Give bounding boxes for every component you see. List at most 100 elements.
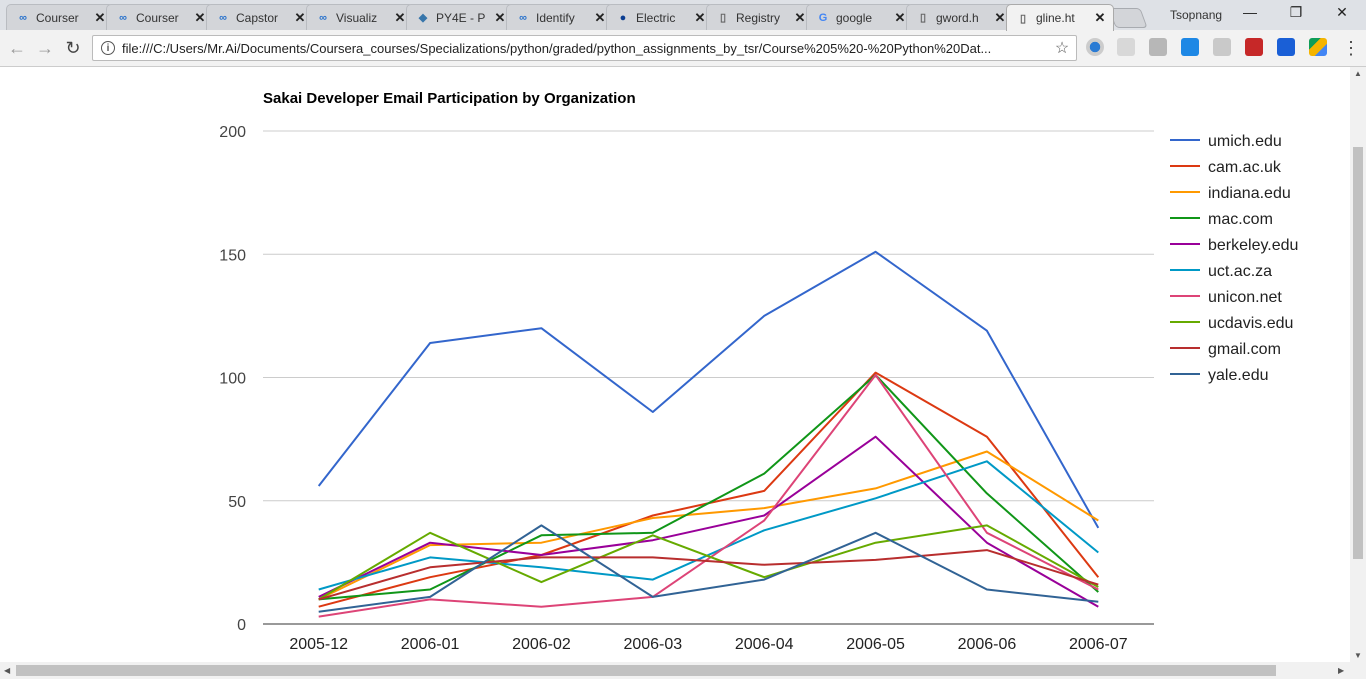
y-tick-label: 50 bbox=[228, 494, 246, 511]
extension-red-icon[interactable] bbox=[1245, 38, 1263, 56]
browser-toolbar: ← → ↻ i file:///C:/Users/Mr.Ai/Documents… bbox=[0, 30, 1366, 67]
reload-icon[interactable]: ↻ bbox=[65, 38, 81, 58]
tab-5[interactable]: ∞ Identify ✕ bbox=[506, 4, 614, 30]
tab-1[interactable]: ∞ Courser ✕ bbox=[106, 4, 214, 30]
menu-icon[interactable]: ⋮ bbox=[1342, 38, 1360, 58]
extension-globe-icon[interactable] bbox=[1086, 38, 1104, 56]
legend-label: ucdavis.edu bbox=[1208, 315, 1293, 332]
tab-title: Courser bbox=[136, 10, 179, 25]
series-line-gmail-com bbox=[318, 549, 1099, 601]
chart-series bbox=[317, 250, 1100, 618]
bookmark-star-icon[interactable]: ☆ bbox=[1054, 40, 1070, 57]
tab-title: gword.h bbox=[936, 10, 979, 25]
tab-title: google bbox=[836, 10, 873, 25]
scroll-down-icon[interactable]: ▼ bbox=[1354, 651, 1362, 660]
page-content: Sakai Developer Email Participation by O… bbox=[0, 67, 1350, 662]
legend-item[interactable]: uct.ac.za bbox=[1170, 263, 1272, 280]
legend-item[interactable]: unicon.net bbox=[1170, 289, 1282, 306]
legend-item[interactable]: gmail.com bbox=[1170, 341, 1281, 358]
x-tick-label: 2005-12 bbox=[289, 636, 348, 653]
legend-item[interactable]: ucdavis.edu bbox=[1170, 315, 1293, 332]
maximize-icon[interactable]: ❐ bbox=[1289, 4, 1303, 20]
tab-close-icon[interactable]: ✕ bbox=[994, 9, 1006, 25]
tab-4[interactable]: ◆ PY4E - P ✕ bbox=[406, 4, 514, 30]
legend-item[interactable]: berkeley.edu bbox=[1170, 237, 1298, 254]
tab-10[interactable]: ▯ gline.ht ✕ bbox=[1006, 4, 1114, 31]
tab-title: Capstor bbox=[236, 10, 279, 25]
chart-legend: umich.edu cam.ac.uk indiana.edu mac.com berk… bbox=[1170, 133, 1298, 384]
document-icon: ▯ bbox=[719, 12, 727, 24]
drive-icon[interactable] bbox=[1309, 38, 1327, 56]
series-line-berkeley-edu bbox=[318, 435, 1099, 608]
series-line-umich-edu bbox=[317, 250, 1100, 529]
y-axis-ticks: 0 50 100 150 200 bbox=[219, 124, 246, 634]
x-tick-label: 2006-06 bbox=[958, 636, 1017, 653]
vertical-scrollbar[interactable]: ▲ ▼ bbox=[1350, 67, 1366, 662]
tab-close-icon[interactable]: ✕ bbox=[1094, 10, 1106, 25]
legend-label: mac.com bbox=[1208, 211, 1273, 228]
x-tick-label: 2006-05 bbox=[846, 636, 905, 653]
coursera-icon: ∞ bbox=[319, 11, 327, 24]
tab-9[interactable]: ▯ gword.h ✕ bbox=[906, 4, 1014, 30]
scroll-right-icon[interactable]: ▶ bbox=[1338, 666, 1345, 675]
address-bar[interactable]: i file:///C:/Users/Mr.Ai/Documents/Cours… bbox=[92, 35, 1077, 61]
extension-blue-icon[interactable] bbox=[1277, 38, 1295, 56]
scroll-left-icon[interactable]: ◀ bbox=[4, 666, 11, 675]
url-text[interactable]: file:///C:/Users/Mr.Ai/Documents/Courser… bbox=[122, 40, 992, 56]
forward-arrow-icon[interactable]: → bbox=[36, 38, 54, 58]
tab-close-icon[interactable]: ✕ bbox=[694, 9, 706, 25]
tab-0[interactable]: ∞ Courser ✕ bbox=[6, 4, 114, 30]
x-tick-label: 2006-03 bbox=[623, 636, 682, 653]
tab-close-icon[interactable]: ✕ bbox=[494, 9, 506, 25]
vertical-scroll-thumb[interactable] bbox=[1353, 147, 1363, 559]
legend-label: cam.ac.uk bbox=[1208, 159, 1282, 176]
close-window-icon[interactable]: ✕ bbox=[1336, 4, 1348, 20]
tab-close-icon[interactable]: ✕ bbox=[294, 9, 306, 25]
tab-3[interactable]: ∞ Visualiz ✕ bbox=[306, 4, 414, 30]
back-arrow-icon[interactable]: ← bbox=[8, 38, 26, 58]
extension-bag-icon[interactable] bbox=[1213, 38, 1231, 56]
new-tab-button[interactable] bbox=[1108, 8, 1148, 28]
tab-close-icon[interactable]: ✕ bbox=[794, 9, 806, 25]
extension-gray-icon[interactable] bbox=[1117, 38, 1135, 56]
series-line-mac-com bbox=[318, 374, 1099, 601]
minimize-icon[interactable]: — bbox=[1243, 4, 1257, 20]
horizontal-scroll-thumb[interactable] bbox=[16, 665, 1276, 676]
tab-title: Visualiz bbox=[336, 10, 378, 25]
tab-7[interactable]: ▯ Registry ✕ bbox=[706, 4, 814, 30]
legend-item[interactable]: cam.ac.uk bbox=[1170, 159, 1282, 176]
tab-6[interactable]: ● Electric ✕ bbox=[606, 4, 714, 30]
tab-close-icon[interactable]: ✕ bbox=[394, 9, 406, 25]
profile-name[interactable]: Tsopnang bbox=[1170, 8, 1223, 22]
legend-label: indiana.edu bbox=[1208, 185, 1291, 202]
series-line-yale-edu bbox=[318, 524, 1099, 613]
tab-close-icon[interactable]: ✕ bbox=[594, 9, 606, 25]
legend-label: yale.edu bbox=[1208, 367, 1269, 384]
tab-title: Registry bbox=[736, 10, 781, 25]
tab-close-icon[interactable]: ✕ bbox=[194, 9, 206, 25]
y-tick-label: 0 bbox=[237, 617, 246, 634]
tab-title: gline.ht bbox=[1036, 11, 1075, 25]
tab-close-icon[interactable]: ✕ bbox=[94, 9, 106, 25]
legend-item[interactable]: yale.edu bbox=[1170, 367, 1269, 384]
download-icon[interactable] bbox=[1181, 38, 1199, 56]
legend-item[interactable]: indiana.edu bbox=[1170, 185, 1291, 202]
document-icon: ▯ bbox=[1019, 12, 1027, 25]
tab-close-icon[interactable]: ✕ bbox=[894, 9, 906, 25]
horizontal-scrollbar[interactable]: ◀ ▶ bbox=[0, 662, 1366, 679]
extension-image-icon[interactable] bbox=[1149, 38, 1167, 56]
tab-2[interactable]: ∞ Capstor ✕ bbox=[206, 4, 314, 30]
legend-label: umich.edu bbox=[1208, 133, 1282, 150]
document-icon: ▯ bbox=[919, 12, 927, 24]
tab-title: Courser bbox=[36, 10, 79, 25]
legend-item[interactable]: mac.com bbox=[1170, 211, 1273, 228]
info-icon[interactable]: i bbox=[101, 41, 115, 55]
tab-title: Electric bbox=[636, 10, 676, 25]
legend-label: uct.ac.za bbox=[1208, 263, 1272, 280]
tab-title: PY4E - P bbox=[436, 10, 486, 25]
google-icon: G bbox=[818, 11, 828, 24]
series-line-uct-ac-za bbox=[318, 460, 1099, 591]
scroll-up-icon[interactable]: ▲ bbox=[1354, 69, 1362, 78]
legend-item[interactable]: umich.edu bbox=[1170, 133, 1282, 150]
